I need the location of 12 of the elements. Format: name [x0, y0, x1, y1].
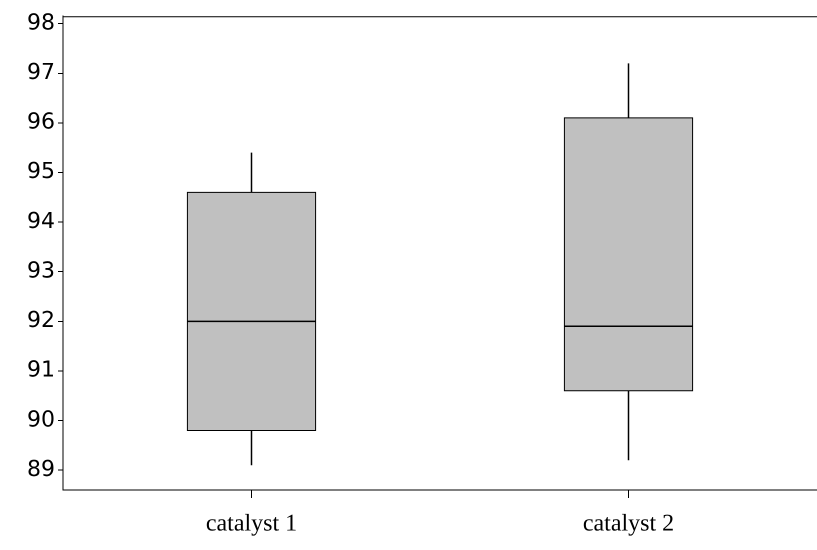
y-tick-label: 97 [27, 60, 55, 85]
x-tick-label: catalyst 2 [582, 510, 674, 537]
y-tick-label: 96 [27, 110, 55, 135]
y-tick-label: 90 [27, 407, 55, 432]
y-tick-label: 93 [27, 258, 55, 284]
y-tick-label: 95 [27, 159, 55, 184]
y-tick-label: 94 [27, 208, 55, 234]
x-tick-label: catalyst 1 [206, 510, 298, 537]
y-tick-label: 89 [27, 456, 55, 482]
y-tick-label: 91 [27, 358, 55, 383]
y-tick-label: 92 [27, 308, 55, 334]
y-tick-label: 98 [27, 10, 55, 36]
